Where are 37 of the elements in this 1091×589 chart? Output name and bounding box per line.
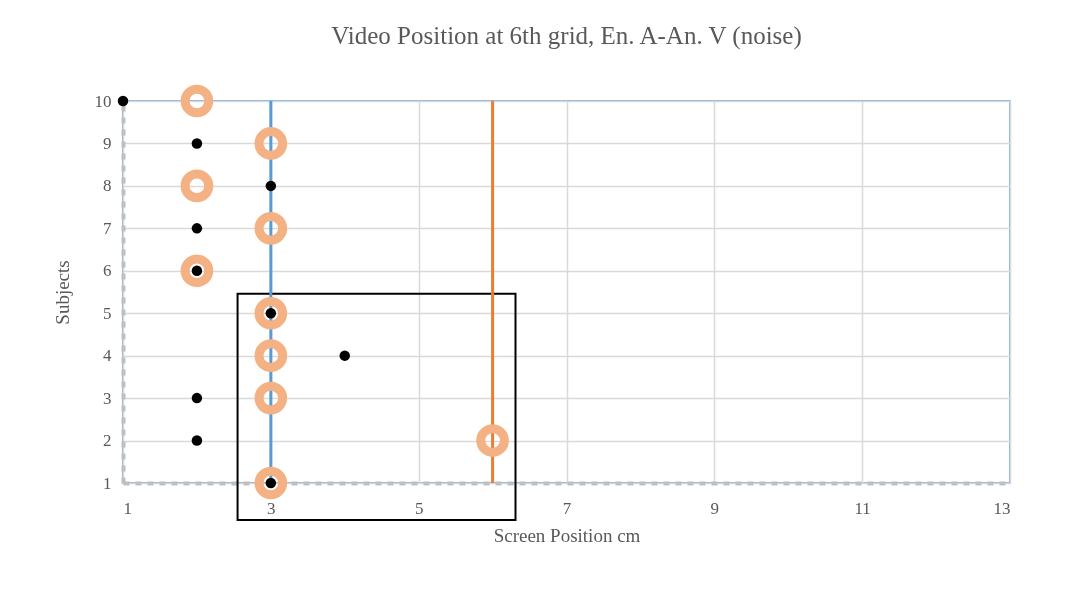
- point: [191, 223, 203, 234]
- y-tick-label: 3: [103, 388, 112, 408]
- y-axis-title: Subjects: [51, 260, 73, 325]
- x-tick-label: 11: [854, 498, 871, 518]
- point: [117, 95, 129, 107]
- point: [191, 138, 203, 149]
- x-tick-label: 3: [267, 498, 276, 518]
- y-tick-label: 10: [94, 91, 112, 111]
- x-tick-label: 5: [414, 498, 424, 518]
- point: [254, 381, 288, 415]
- x-tick-label: 1: [123, 498, 132, 518]
- y-tick-label: 7: [103, 218, 112, 238]
- x-axis-title: Screen Position cm: [493, 524, 641, 546]
- point: [265, 180, 277, 192]
- point: [254, 466, 288, 500]
- y-tick-label: 9: [103, 133, 112, 153]
- point: [254, 296, 288, 330]
- x-tick-label: 7: [562, 498, 572, 518]
- y-tick-label: 2: [103, 431, 112, 451]
- y-tick-label: 8: [103, 176, 112, 196]
- point: [476, 424, 509, 457]
- point: [180, 169, 214, 203]
- y-tick-label: 1: [103, 473, 112, 493]
- y-tick-label: 6: [103, 261, 112, 281]
- y-tick-label: 5: [103, 303, 112, 323]
- point: [339, 350, 350, 361]
- x-tick-label: 9: [710, 498, 720, 518]
- x-tick-label: 13: [993, 498, 1011, 518]
- point: [254, 212, 288, 245]
- point: [191, 392, 203, 404]
- chart-title: Video Position at 6th grid, En. A-An. V (noise): [331, 22, 802, 51]
- point: [254, 127, 288, 160]
- point: [254, 339, 288, 372]
- y-tick-label: 4: [103, 346, 112, 366]
- point: [191, 435, 203, 446]
- point: [180, 254, 214, 288]
- point: [180, 84, 214, 118]
